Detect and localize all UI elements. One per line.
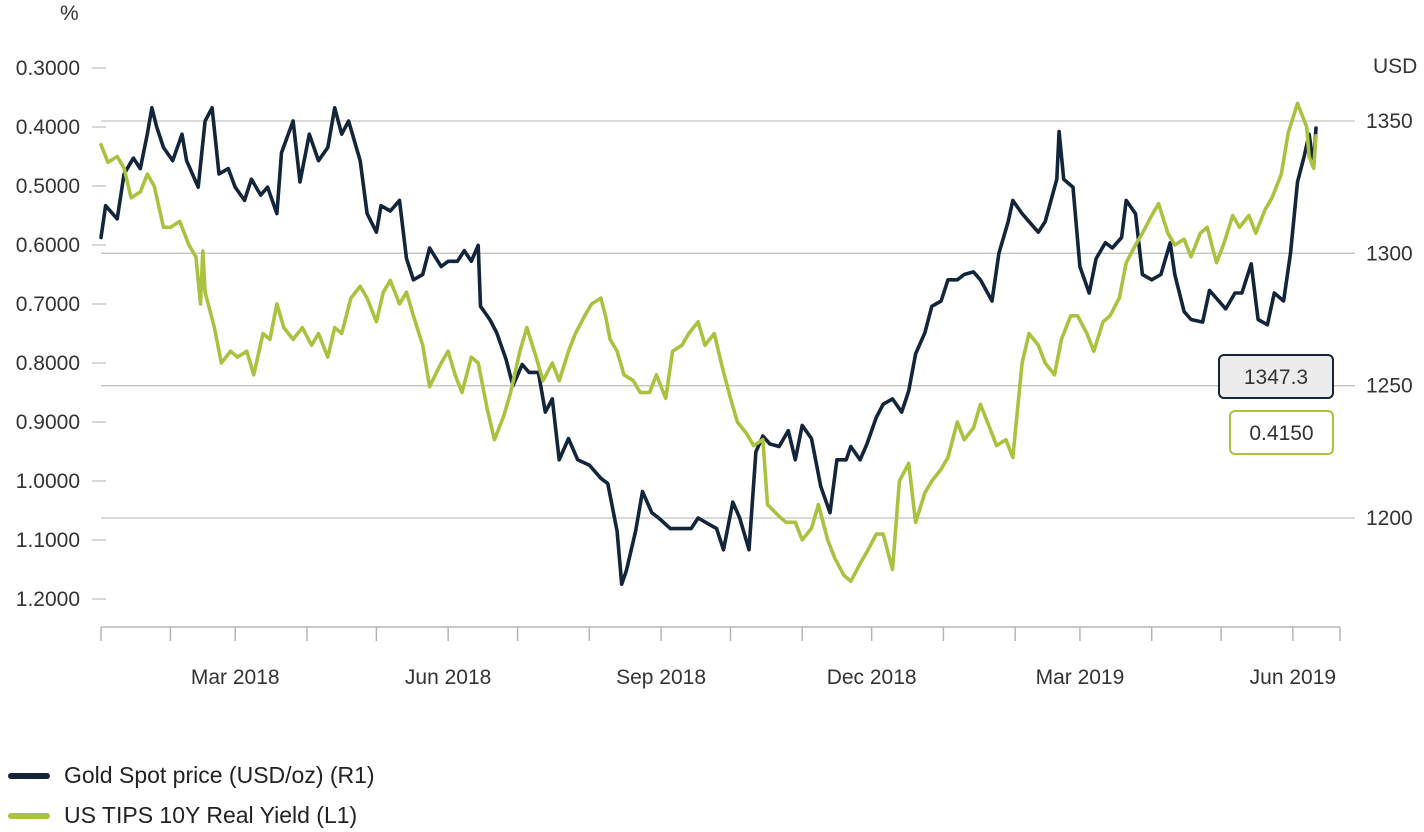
x-tick-label-5: Jun 2019 (1250, 666, 1336, 689)
left-axis-unit: % (60, 2, 79, 25)
left-tick-label-0.3000: 0.3000 (16, 57, 80, 80)
left-tick-label-1.2000: 1.2000 (16, 588, 80, 611)
left-tick-label-0.9000: 0.9000 (16, 411, 80, 434)
legend-label-gold: Gold Spot price (USD/oz) (R1) (64, 762, 375, 788)
left-tick-label-0.4000: 0.4000 (16, 116, 80, 139)
gold-last-value-label: 1347.3 (1244, 366, 1308, 389)
x-tick-label-1: Jun 2018 (405, 666, 491, 689)
left-tick-label-0.8000: 0.8000 (16, 352, 80, 375)
tips-last-value-label: 0.4150 (1249, 422, 1313, 445)
legend-item-tips: US TIPS 10Y Real Yield (L1) (8, 802, 357, 829)
right-tick-label-1300: 1300 (1366, 242, 1413, 265)
right-tick-label-1200: 1200 (1366, 507, 1413, 530)
left-tick-label-1.0000: 1.0000 (16, 470, 80, 493)
x-tick-label-2: Sep 2018 (616, 666, 706, 689)
axes: 1350 1300 1250 1200 0.3000 0.4000 0.5000 0.6000… (16, 2, 1418, 689)
right-axis-unit: USD (1373, 55, 1417, 78)
gold-price-line (99, 106, 1318, 586)
left-tick-label-1.1000: 1.1000 (16, 529, 80, 552)
right-tick-label-1250: 1250 (1366, 375, 1413, 398)
tips-last-value-box (1229, 410, 1334, 455)
x-tick-label-0: Mar 2018 (191, 666, 280, 689)
gridlines (101, 120, 1355, 519)
gold-last-value-box (1218, 354, 1334, 399)
legend-label-tips: US TIPS 10Y Real Yield (L1) (64, 802, 358, 828)
value-badges: 1347.3 0.4150 (1218, 354, 1334, 455)
tips-yield-line (99, 101, 1318, 584)
right-tick-label-1350: 1350 (1366, 110, 1413, 133)
x-tick-label-4: Mar 2019 (1036, 666, 1125, 689)
legend-item-gold: Gold Spot price (USD/oz) (R1) (8, 762, 375, 789)
legend-swatch-gold (8, 772, 50, 779)
left-tick-label-0.6000: 0.6000 (16, 234, 80, 257)
left-tick-label-0.7000: 0.7000 (16, 293, 80, 316)
left-tick-label-0.5000: 0.5000 (16, 175, 80, 198)
legend-swatch-tips (8, 812, 50, 819)
x-tick-label-3: Dec 2018 (827, 666, 917, 689)
series-lines (99, 101, 1318, 586)
